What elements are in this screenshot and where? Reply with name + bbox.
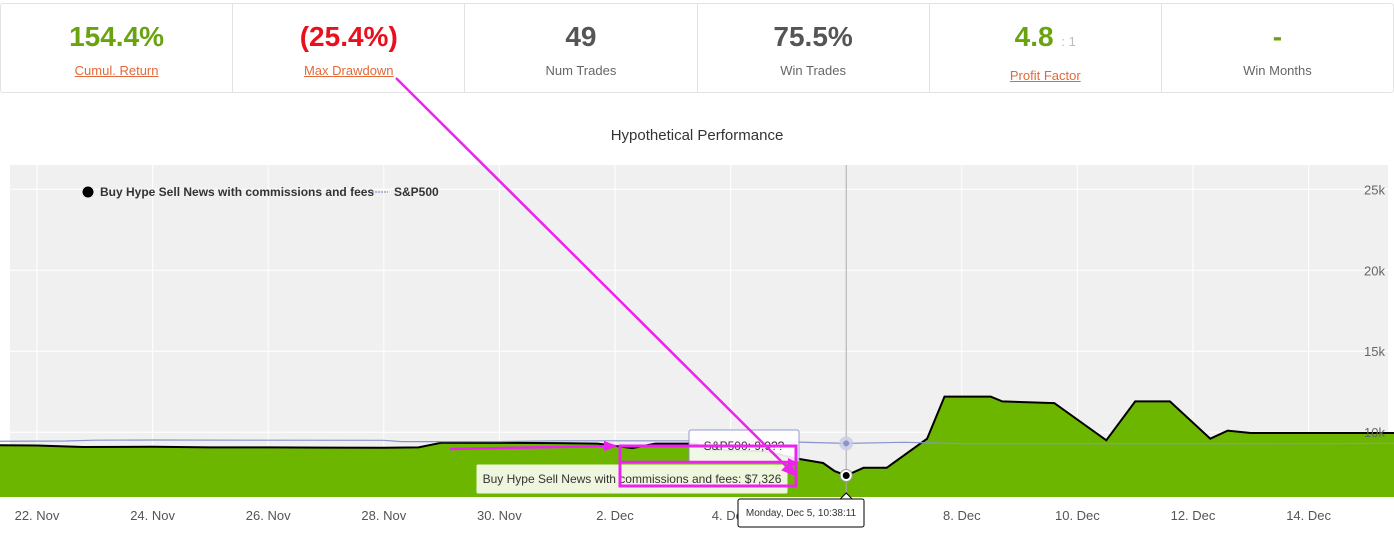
annotation-box bbox=[618, 444, 798, 488]
stat-win-trades: 75.5% Win Trades bbox=[698, 4, 930, 92]
legend-marker-main bbox=[82, 186, 94, 198]
stat-value: 49 bbox=[565, 21, 597, 52]
x-tick-label: 2. Dec bbox=[596, 508, 634, 523]
tooltip-date-text: Monday, Dec 5, 10:38:11 bbox=[746, 508, 857, 519]
chart-title: Hypothetical Performance bbox=[610, 127, 784, 144]
stat-profit-factor: 4.8 : 1 Profit Factor bbox=[930, 4, 1162, 92]
y-tick-label: 25k bbox=[1364, 182, 1385, 197]
legend-label-sp500: S&P500 bbox=[394, 185, 439, 199]
stat-cumulative-return: 154.4% Cumul. Return bbox=[1, 4, 234, 92]
x-tick-label: 26. Nov bbox=[246, 508, 291, 523]
stat-value: - bbox=[1272, 21, 1283, 52]
annotation-arrow-line-2 bbox=[449, 444, 613, 451]
stats-bar: 154.4% Cumul. Return (25.4%) Max Drawdow… bbox=[0, 3, 1394, 93]
x-tick-label: 14. Dec bbox=[1286, 508, 1331, 523]
x-tick-label: 30. Nov bbox=[477, 508, 522, 523]
legend-label-main: Buy Hype Sell News with commissions and … bbox=[100, 185, 374, 199]
stat-value-number: 4.8 bbox=[1014, 21, 1054, 52]
stat-label: Num Trades bbox=[545, 63, 617, 78]
tooltip-date-box bbox=[737, 498, 865, 528]
stat-max-drawdown: (25.4%) Max Drawdown bbox=[233, 4, 466, 92]
x-tick-label: 24. Nov bbox=[130, 508, 175, 523]
annotation-arrowhead bbox=[781, 461, 797, 477]
stat-win-months: - Win Months bbox=[1162, 4, 1393, 92]
series-line-main bbox=[0, 395, 1394, 477]
stat-value: 4.8 : 1 bbox=[930, 21, 1161, 58]
annotation-arrow-line bbox=[395, 77, 796, 476]
stat-value: (25.4%) bbox=[299, 21, 398, 52]
x-tick-label: 22. Nov bbox=[15, 508, 60, 523]
x-tick-label: 28. Nov bbox=[361, 508, 406, 523]
x-tick-label: 12. Dec bbox=[1171, 508, 1216, 523]
x-tick-label: 10. Dec bbox=[1055, 508, 1100, 523]
stat-label-link[interactable]: Cumul. Return bbox=[74, 63, 159, 78]
tooltip-date-pointer bbox=[838, 492, 854, 500]
y-tick-label: 10k bbox=[1364, 425, 1385, 440]
tooltip-main-text: Buy Hype Sell News with commissions and … bbox=[483, 472, 782, 486]
stat-label-link[interactable]: Max Drawdown bbox=[303, 63, 394, 78]
y-tick-label: 15k bbox=[1364, 344, 1385, 359]
stat-label: Win Months bbox=[1243, 63, 1312, 78]
stat-value-suffix: : 1 bbox=[1061, 34, 1076, 49]
y-tick-label: 20k bbox=[1364, 263, 1385, 278]
stat-value: 75.5% bbox=[773, 21, 853, 52]
annotation-arrowhead-2 bbox=[604, 441, 618, 451]
x-tick-label: 8. Dec bbox=[943, 508, 981, 523]
annotation-arrowhead-3 bbox=[788, 458, 798, 468]
stat-num-trades: 49 Num Trades bbox=[465, 4, 698, 92]
hover-point-main bbox=[842, 472, 850, 480]
hover-point-sp500 bbox=[843, 440, 850, 447]
stat-value: 154.4% bbox=[69, 21, 165, 52]
stat-label: Win Trades bbox=[780, 63, 846, 78]
stat-label-link[interactable]: Profit Factor bbox=[1009, 68, 1081, 83]
